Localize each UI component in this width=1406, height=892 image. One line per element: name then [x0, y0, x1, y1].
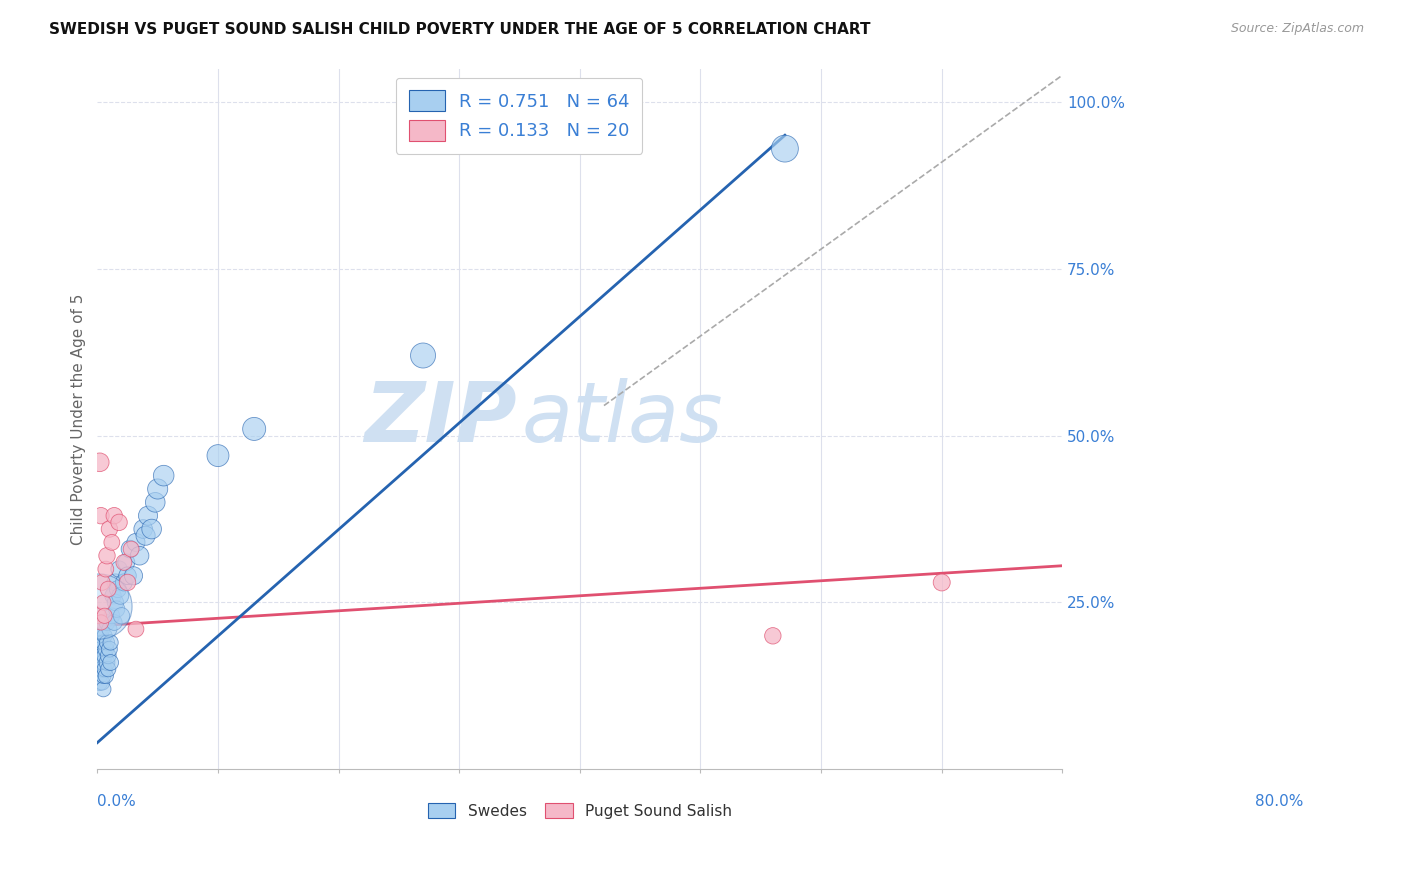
- Text: atlas: atlas: [522, 378, 724, 459]
- Point: [96, 635, 118, 649]
- Legend: Swedes, Puget Sound Salish: Swedes, Puget Sound Salish: [422, 797, 738, 825]
- Point: [98, 622, 121, 636]
- Point: [108, 516, 131, 530]
- Point: [135, 529, 157, 543]
- Point: [207, 449, 229, 463]
- Point: [91, 622, 114, 636]
- Y-axis label: Child Poverty Under the Age of 5: Child Poverty Under the Age of 5: [72, 293, 86, 545]
- Point: [125, 535, 148, 549]
- Point: [93, 608, 115, 623]
- Point: [91, 575, 114, 590]
- Point: [108, 562, 131, 576]
- Point: [100, 656, 122, 670]
- Point: [96, 549, 118, 563]
- Point: [122, 568, 145, 582]
- Point: [101, 589, 124, 603]
- Point: [93, 595, 115, 609]
- Point: [93, 669, 115, 683]
- Point: [87, 608, 110, 623]
- Point: [91, 648, 114, 663]
- Point: [100, 635, 122, 649]
- Point: [89, 648, 111, 663]
- Point: [143, 495, 166, 509]
- Point: [90, 508, 112, 523]
- Point: [93, 648, 115, 663]
- Point: [105, 602, 128, 616]
- Point: [125, 622, 148, 636]
- Point: [101, 608, 124, 623]
- Point: [93, 635, 115, 649]
- Point: [90, 615, 112, 630]
- Point: [93, 682, 115, 697]
- Point: [97, 662, 120, 676]
- Point: [773, 142, 796, 156]
- Point: [104, 575, 127, 590]
- Point: [136, 508, 159, 523]
- Point: [94, 669, 117, 683]
- Point: [152, 468, 174, 483]
- Point: [115, 555, 138, 569]
- Point: [90, 629, 112, 643]
- Point: [117, 568, 139, 582]
- Point: [98, 522, 121, 536]
- Point: [87, 599, 110, 613]
- Point: [110, 589, 132, 603]
- Point: [89, 622, 111, 636]
- Point: [94, 642, 117, 657]
- Point: [762, 629, 785, 643]
- Point: [412, 349, 434, 363]
- Point: [87, 656, 110, 670]
- Point: [117, 575, 139, 590]
- Point: [118, 542, 141, 557]
- Point: [103, 508, 125, 523]
- Point: [89, 669, 111, 683]
- Point: [90, 656, 112, 670]
- Point: [107, 582, 129, 596]
- Point: [96, 615, 118, 630]
- Point: [112, 555, 135, 569]
- Point: [110, 608, 132, 623]
- Point: [132, 522, 155, 536]
- Point: [120, 542, 142, 557]
- Point: [98, 642, 121, 657]
- Point: [931, 575, 953, 590]
- Point: [89, 675, 111, 690]
- Point: [103, 615, 125, 630]
- Point: [93, 615, 115, 630]
- Text: Source: ZipAtlas.com: Source: ZipAtlas.com: [1230, 22, 1364, 36]
- Point: [89, 455, 111, 469]
- Point: [93, 656, 115, 670]
- Point: [89, 635, 111, 649]
- Point: [91, 662, 114, 676]
- Text: 80.0%: 80.0%: [1256, 794, 1303, 809]
- Point: [90, 662, 112, 676]
- Point: [90, 615, 112, 630]
- Point: [104, 595, 127, 609]
- Text: SWEDISH VS PUGET SOUND SALISH CHILD POVERTY UNDER THE AGE OF 5 CORRELATION CHART: SWEDISH VS PUGET SOUND SALISH CHILD POVE…: [49, 22, 870, 37]
- Point: [141, 522, 163, 536]
- Point: [97, 582, 120, 596]
- Text: ZIP: ZIP: [364, 378, 517, 459]
- Point: [146, 482, 169, 496]
- Point: [87, 629, 110, 643]
- Text: 0.0%: 0.0%: [97, 794, 136, 809]
- Point: [90, 642, 112, 657]
- Point: [91, 675, 114, 690]
- Point: [128, 549, 150, 563]
- Point: [93, 662, 115, 676]
- Point: [94, 562, 117, 576]
- Point: [96, 656, 118, 670]
- Point: [93, 629, 115, 643]
- Point: [101, 535, 124, 549]
- Point: [87, 642, 110, 657]
- Point: [112, 575, 135, 590]
- Point: [97, 648, 120, 663]
- Point: [243, 422, 266, 436]
